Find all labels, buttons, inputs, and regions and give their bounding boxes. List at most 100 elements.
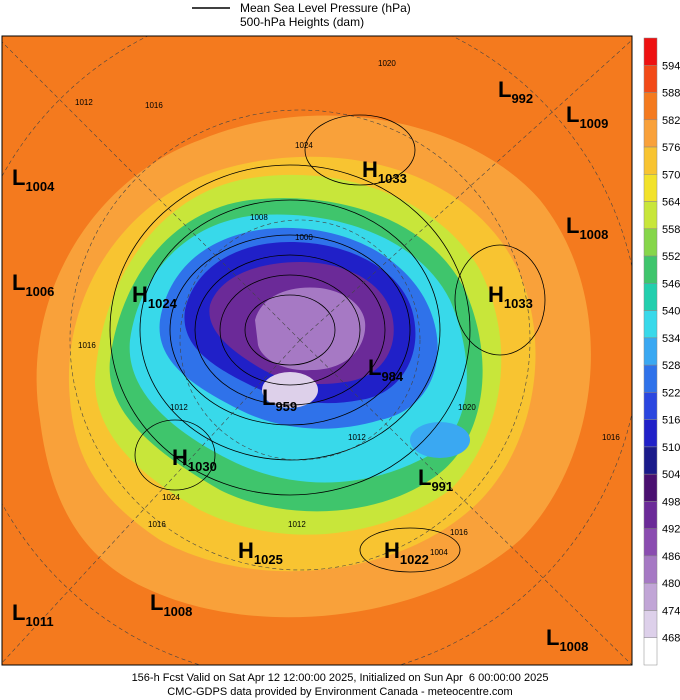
height-band [262,372,318,408]
colorbar-label: 498 [662,496,680,508]
colorbar-label: 564 [662,197,680,209]
colorbar-label: 588 [662,88,680,100]
map-area [2,36,632,665]
center-value: 1004 [25,179,55,194]
colorbar-label: 534 [662,333,680,345]
colorbar-label: 480 [662,578,680,590]
colorbar-bin [643,337,658,366]
height-band [410,422,470,458]
colorbar-label: 546 [662,278,680,290]
colorbar-label: 474 [662,605,680,617]
pressure-center: L1008 [546,625,588,654]
center-type: L [12,165,25,190]
center-type: L [262,385,275,410]
colorbar-bin [643,65,658,93]
isobar-label: 1020 [378,59,396,68]
colorbar-bin [643,555,658,584]
colorbar-bin [643,92,658,121]
pressure-center: H1022 [384,538,429,567]
colorbar-bin [643,201,658,230]
legend-text: 500-hPa Heights (dam) [240,15,364,29]
center-type: H [362,157,378,182]
isobar-label: 1008 [250,213,268,222]
center-type: L [566,102,579,127]
isobar-label: 1016 [78,341,96,350]
colorbar-bin [643,119,658,148]
center-value: 1033 [504,296,533,311]
colorbar-label: 540 [662,306,680,318]
colorbar-bin [643,146,658,175]
colorbar-label: 570 [662,169,680,181]
colorbar-label: 528 [662,360,680,372]
colorbar-bin [643,310,658,339]
colorbar-label: 516 [662,415,680,427]
isobar-label: 1020 [458,403,476,412]
pressure-center: L1011 [12,600,54,629]
pressure-center: L959 [262,385,297,414]
isobar-label: 1016 [145,101,163,110]
center-value: 1008 [579,227,608,242]
center-value: 1033 [378,171,407,186]
colorbar-bin [643,228,658,257]
center-value: 1006 [25,284,54,299]
footer-text: 156-h Fcst Valid on Sat Apr 12 12:00:00 … [132,672,549,684]
isobars [109,114,546,573]
center-type: H [238,538,254,563]
colorbar-label: 552 [662,251,680,263]
center-value: 992 [511,91,533,106]
colorbar-label: 576 [662,142,680,154]
center-value: 1025 [254,552,283,567]
colorbar-bin [643,392,658,420]
center-type: L [546,625,559,650]
colorbar-label: 492 [662,524,680,536]
isobar-label: 1016 [450,528,468,537]
isobar-label: 1012 [288,520,306,529]
colorbar-label: 510 [662,442,680,454]
center-type: L [12,270,25,295]
isobar-label: 1016 [148,520,166,529]
graticule [2,36,632,665]
colorbar-bin [643,637,658,666]
colorbar-bin [643,610,658,638]
center-value: 1008 [559,639,588,654]
colorbar-label: 522 [662,387,680,399]
center-value: 1009 [579,116,608,131]
pressure-center: L984 [368,355,404,384]
center-type: L [566,213,579,238]
height-band [255,287,366,371]
center-type: L [150,590,163,615]
colorbar-bin [643,501,658,529]
isobar-label: 1012 [170,403,188,412]
center-type: H [132,282,148,307]
pressure-center: L1006 [12,270,54,299]
isobar-label: 1012 [75,98,93,107]
colorbar-bin [643,446,658,475]
pressure-center: L1008 [150,590,192,619]
center-type: L [12,600,25,625]
colorbar-label: 468 [662,633,680,645]
center-value: 1011 [25,614,53,629]
isobar-label: 1004 [430,548,448,557]
pressure-center: H1030 [172,445,217,474]
legend-text: Mean Sea Level Pressure (hPa) [240,1,411,15]
map-frame [1,35,633,666]
center-type: L [498,77,511,102]
colorbar-bin [643,364,658,393]
colorbar-bin [643,283,658,311]
colorbar-bin [643,582,658,611]
pressure-center: H1024 [132,282,178,311]
colorbar: 594 588 582 576 570 564 558 552 546 540 534 528 522 5… [643,37,680,666]
center-type: H [172,445,188,470]
pressure-center: L991 [418,465,453,494]
footer-text: CMC-GDPS data provided by Environment Ca… [167,686,512,698]
colorbar-bin [643,528,658,557]
center-value: 1008 [163,604,192,619]
colorbar-bin [643,419,658,448]
isobar-label: 1012 [348,433,366,442]
center-value: 984 [381,369,403,384]
isobar-label: 1024 [295,141,313,150]
colorbar-bin [643,174,658,202]
